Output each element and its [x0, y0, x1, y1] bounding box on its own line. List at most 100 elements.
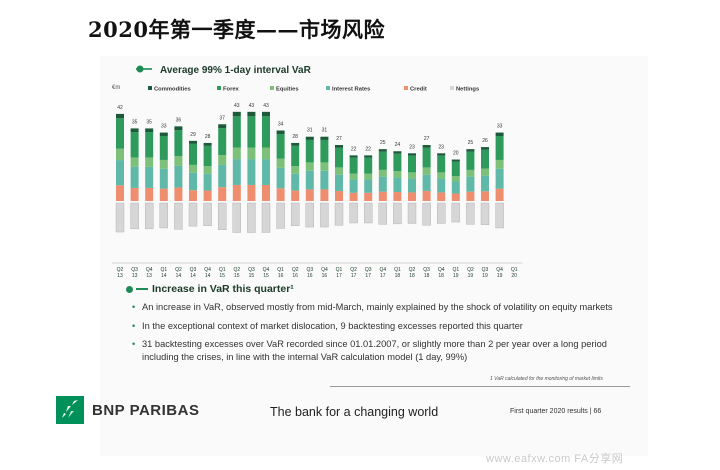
x-tick-label: 17: [380, 273, 386, 279]
total-label: 20: [453, 151, 459, 157]
bar-segment: [276, 167, 285, 189]
x-tick-label: 17: [365, 273, 371, 279]
total-label: 35: [132, 119, 138, 125]
bar-segment: [262, 116, 270, 148]
bar-segment: [422, 145, 431, 148]
total-label: 29: [190, 132, 196, 138]
total-label: 23: [438, 144, 444, 150]
total-label: 33: [497, 124, 503, 130]
x-tick-label: Q2: [175, 267, 182, 273]
bar-segment: [495, 168, 504, 189]
legend-swatch: [270, 86, 274, 90]
bar-segment: [276, 188, 285, 201]
netting-bar: [349, 202, 358, 224]
bar-segment: [481, 168, 489, 176]
bar-segment: [393, 171, 402, 178]
x-tick-label: Q4: [263, 267, 270, 273]
slide: Average 99% 1-day interval VaR €m Commodit…: [100, 56, 648, 456]
total-label: 34: [278, 121, 284, 127]
total-label: 27: [424, 136, 430, 142]
bar-segment: [393, 151, 402, 154]
brand-logo: BNP PARIBAS: [56, 396, 199, 424]
bar-segment: [437, 155, 446, 173]
bar-segment: [130, 128, 139, 133]
bar-segment: [291, 166, 300, 174]
netting-bar: [466, 202, 475, 225]
netting-bar: [480, 202, 490, 225]
bar-segment: [437, 153, 446, 156]
x-tick-label: 17: [336, 273, 342, 279]
legend-swatch: [450, 86, 454, 90]
bar-segment: [422, 167, 431, 175]
netting-bar: [290, 202, 300, 226]
bar-segment: [145, 132, 154, 158]
bar-segment: [130, 166, 139, 188]
bar-segment: [364, 155, 373, 158]
x-tick-label: 18: [409, 273, 415, 279]
bar-segment: [320, 189, 329, 201]
bar-segment: [291, 142, 300, 146]
bar-segment: [364, 173, 373, 180]
x-tick-label: Q4: [204, 267, 211, 273]
chart-title: Average 99% 1-day interval VaR: [160, 65, 312, 76]
bar-segment: [481, 147, 489, 150]
bullet-list: An increase in VaR, observed mostly from…: [132, 301, 642, 369]
bar-segment: [130, 157, 139, 167]
bar-segment: [116, 160, 124, 186]
x-tick-label: Q1: [336, 267, 343, 273]
x-tick-label: 15: [263, 273, 269, 279]
bar-segment: [232, 111, 241, 117]
x-tick-label: Q3: [190, 267, 197, 273]
bar-segment: [437, 172, 446, 179]
x-tick-label: 13: [132, 273, 138, 279]
bar-segment: [159, 168, 168, 189]
x-tick-label: Q3: [131, 267, 138, 273]
bar-segment: [495, 188, 504, 201]
bar-segment: [422, 190, 431, 201]
bar-segment: [451, 159, 460, 162]
bar-segment: [203, 145, 212, 167]
total-label: 23: [409, 144, 415, 150]
x-tick-label: 17: [351, 273, 357, 279]
bar-segment: [262, 159, 270, 185]
x-tick-label: 13: [117, 273, 123, 279]
total-label: 37: [219, 115, 225, 121]
total-label: 28: [292, 134, 298, 140]
var-chart: Average 99% 1-day interval VaR €m Commodit…: [112, 65, 523, 279]
x-tick-label: Q1: [219, 267, 226, 273]
x-tick-label: Q2: [409, 267, 416, 273]
x-tick-label: Q3: [248, 267, 255, 273]
x-tick-label: Q2: [233, 267, 240, 273]
x-tick-label: Q4: [146, 267, 153, 273]
total-label: 33: [161, 124, 167, 130]
bar-segment: [481, 175, 489, 192]
bar-segment: [495, 135, 504, 160]
netting-bar: [130, 202, 139, 230]
x-tick-label: 15: [219, 273, 225, 279]
netting-bar: [320, 202, 329, 228]
legend-swatch: [326, 86, 330, 90]
bar-segment: [466, 149, 475, 152]
page-reference: First quarter 2020 results | 66: [510, 408, 602, 415]
bar-segment: [218, 154, 227, 165]
total-label: 22: [365, 146, 371, 152]
stars-logo-icon: [56, 396, 84, 424]
bar-segment: [116, 185, 124, 201]
bar-segment: [145, 157, 154, 167]
bar-segment: [247, 116, 256, 148]
bar-segment: [291, 173, 300, 191]
bar-segment: [466, 176, 475, 192]
bar-segment: [130, 187, 139, 201]
netting-bar: [364, 202, 373, 224]
bar-segment: [203, 173, 212, 191]
bar-segment: [116, 118, 124, 149]
x-tick-label: 19: [453, 273, 459, 279]
bar-segment: [408, 178, 416, 193]
bar-segment: [335, 167, 343, 175]
section-heading: Increase in VaR this quarter¹: [126, 283, 294, 295]
watermark: www.eafxw.com FA分享网: [486, 453, 624, 465]
bar-segment: [276, 130, 285, 135]
x-tick-label: 19: [482, 273, 488, 279]
bar-segment: [481, 149, 489, 169]
unit-label: €m: [112, 85, 120, 91]
